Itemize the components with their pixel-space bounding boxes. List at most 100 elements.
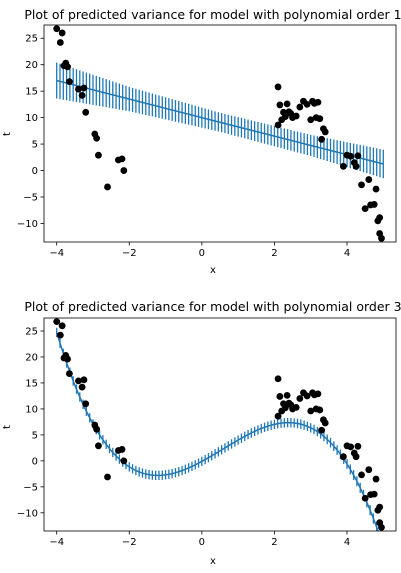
data-point — [276, 393, 284, 400]
data-point — [66, 78, 73, 86]
x-axis-label: x — [210, 556, 216, 567]
data-point — [120, 457, 128, 465]
data-point — [358, 181, 365, 189]
data-point — [303, 100, 311, 108]
data-point — [80, 84, 88, 92]
x-tick-label: −2 — [122, 537, 137, 548]
data-point — [376, 503, 384, 511]
data-point — [361, 205, 369, 213]
data-point — [352, 162, 360, 170]
fit-line — [55, 332, 379, 531]
data-point — [378, 234, 385, 242]
y-tick-label: 0 — [32, 166, 38, 177]
data-point — [93, 134, 101, 142]
plot-area — [53, 318, 385, 531]
data-point — [314, 390, 322, 398]
y-axis-label: t — [2, 132, 13, 136]
chart-polynomial-order-1: Plot of predicted variance for model wit… — [2, 7, 401, 276]
data-point — [78, 383, 86, 391]
y-tick-label: 5 — [32, 140, 38, 151]
y-tick-label: −5 — [23, 482, 38, 493]
data-point — [64, 63, 71, 71]
data-point — [307, 407, 315, 415]
data-point — [314, 98, 322, 106]
y-tick-label: 20 — [25, 60, 38, 71]
data-point — [95, 442, 102, 450]
x-tick-label: 0 — [199, 537, 205, 548]
x-tick-label: −2 — [122, 248, 137, 259]
x-tick-label: −4 — [49, 248, 64, 259]
data-point — [283, 100, 291, 108]
data-point — [104, 183, 111, 191]
data-point — [274, 83, 282, 91]
chart-title: Plot of predicted variance for model wit… — [24, 299, 401, 314]
data-point — [372, 475, 380, 483]
x-tick-label: 4 — [344, 248, 350, 259]
data-point — [318, 426, 326, 434]
y-tick-label: 15 — [25, 87, 38, 98]
axes-frame — [43, 317, 397, 532]
data-point — [104, 473, 111, 481]
y-tick-label: −5 — [23, 193, 38, 204]
data-point — [296, 395, 304, 402]
data-point — [321, 419, 329, 427]
data-point — [339, 162, 347, 170]
data-point — [82, 400, 90, 408]
data-point — [318, 135, 326, 143]
x-tick-label: 2 — [271, 537, 277, 548]
x-tick-label: −4 — [49, 537, 64, 548]
y-tick-label: 15 — [25, 378, 38, 389]
data-point — [120, 167, 128, 174]
data-point — [339, 453, 347, 461]
data-point — [53, 318, 61, 326]
data-point — [347, 443, 355, 451]
data-point — [281, 404, 289, 412]
data-point — [292, 112, 300, 120]
y-tick-label: −10 — [17, 508, 38, 519]
data-point — [361, 494, 369, 502]
data-point — [274, 375, 282, 383]
axes-frame — [43, 24, 397, 243]
data-point — [56, 331, 64, 339]
data-point — [53, 25, 61, 33]
y-tick-label: 10 — [25, 404, 38, 415]
y-tick-label: 5 — [32, 430, 38, 441]
data-point — [292, 403, 300, 411]
x-tick-label: 2 — [271, 248, 277, 259]
x-tick-label: 4 — [344, 537, 350, 548]
data-point — [95, 151, 102, 159]
y-tick-label: −10 — [17, 219, 38, 230]
y-tick-label: 10 — [25, 113, 38, 124]
data-point — [354, 442, 362, 450]
data-point — [118, 446, 126, 453]
data-point — [370, 201, 378, 208]
chart-title: Plot of predicted variance for model wit… — [24, 7, 401, 22]
data-point — [370, 490, 378, 498]
data-point — [296, 103, 304, 111]
data-point — [358, 471, 365, 479]
data-point — [274, 412, 282, 420]
data-point — [372, 185, 380, 193]
data-point — [347, 152, 355, 160]
data-point — [78, 91, 86, 99]
data-point — [378, 523, 385, 531]
x-tick-label: 0 — [199, 248, 205, 259]
chart-polynomial-order-3: Plot of predicted variance for model wit… — [2, 299, 401, 567]
y-tick-label: 0 — [32, 456, 38, 467]
data-point — [365, 176, 373, 183]
data-point — [316, 115, 324, 123]
plot-area — [53, 25, 385, 242]
data-point — [66, 370, 73, 377]
data-point — [376, 214, 384, 222]
data-point — [303, 392, 311, 400]
data-point — [354, 152, 362, 160]
data-point — [352, 453, 360, 461]
data-point — [307, 116, 315, 124]
data-point — [281, 113, 289, 120]
data-point — [75, 377, 82, 385]
data-point — [93, 425, 101, 433]
data-point — [365, 466, 373, 474]
data-point — [274, 121, 282, 129]
data-point — [118, 155, 126, 163]
